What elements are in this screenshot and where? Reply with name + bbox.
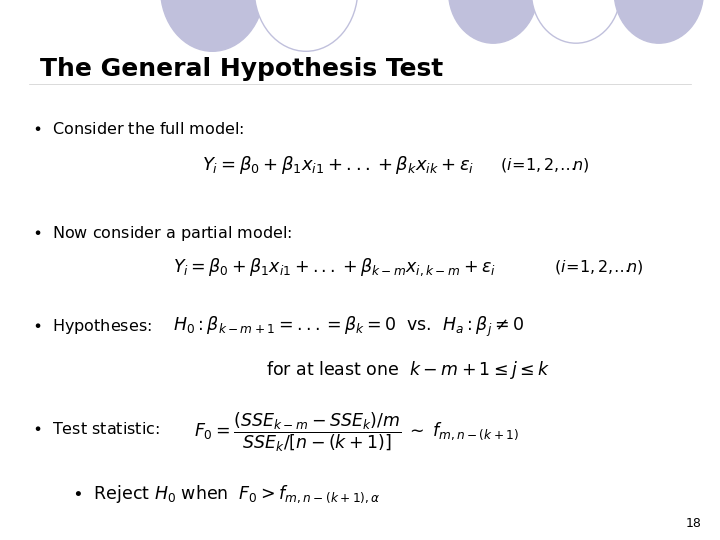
Text: $(i\!=\!1,2,\!\ldots\!n)$: $(i\!=\!1,2,\!\ldots\!n)$: [554, 258, 644, 276]
Text: $\bullet$  Consider the full model:: $\bullet$ Consider the full model:: [32, 122, 245, 138]
Text: 18: 18: [686, 517, 702, 530]
Ellipse shape: [614, 0, 703, 43]
Text: The General Hypothesis Test: The General Hypothesis Test: [40, 57, 443, 80]
Ellipse shape: [531, 0, 621, 43]
Text: $\bullet$  Now consider a partial model:: $\bullet$ Now consider a partial model:: [32, 224, 292, 243]
Text: $(i\!=\!1,2,\!\ldots\!n)$: $(i\!=\!1,2,\!\ldots\!n)$: [500, 156, 590, 174]
Text: $\bullet$  Hypotheses:: $\bullet$ Hypotheses:: [32, 317, 153, 336]
Text: $Y_i = \beta_0 + \beta_1 x_{i1} + ...+ \beta_{k-m} x_{i,k-m} + \varepsilon_i$: $Y_i = \beta_0 + \beta_1 x_{i1} + ...+ \…: [173, 256, 495, 278]
Text: $F_0 = \dfrac{(SSE_{k-m} - SSE_k)/m}{SSE_k /[n-(k+1)]}$$\;\sim\; f_{m,n-(k+1)}$: $F_0 = \dfrac{(SSE_{k-m} - SSE_k)/m}{SSE…: [194, 410, 519, 454]
Text: for at least one  $k - m + 1 \leq j \leq k$: for at least one $k - m + 1 \leq j \leq …: [266, 359, 551, 381]
Ellipse shape: [254, 0, 358, 51]
Text: $H_0 : \beta_{k-m+1} = ... = \beta_k = 0$  vs.  $H_a : \beta_j \neq 0$: $H_0 : \beta_{k-m+1} = ... = \beta_k = 0…: [173, 315, 524, 339]
Text: $\bullet$  Test statistic:: $\bullet$ Test statistic:: [32, 421, 161, 437]
Ellipse shape: [161, 0, 264, 51]
Text: $\bullet$  Reject $H_0$ when  $F_0 > f_{m,n-(k+1),\alpha}$: $\bullet$ Reject $H_0$ when $F_0 > f_{m,…: [72, 483, 381, 505]
Ellipse shape: [449, 0, 538, 43]
Text: $Y_i = \beta_0 + \beta_1 x_{i1} + ...+ \beta_k x_{ik} + \varepsilon_i$: $Y_i = \beta_0 + \beta_1 x_{i1} + ...+ \…: [202, 154, 474, 176]
